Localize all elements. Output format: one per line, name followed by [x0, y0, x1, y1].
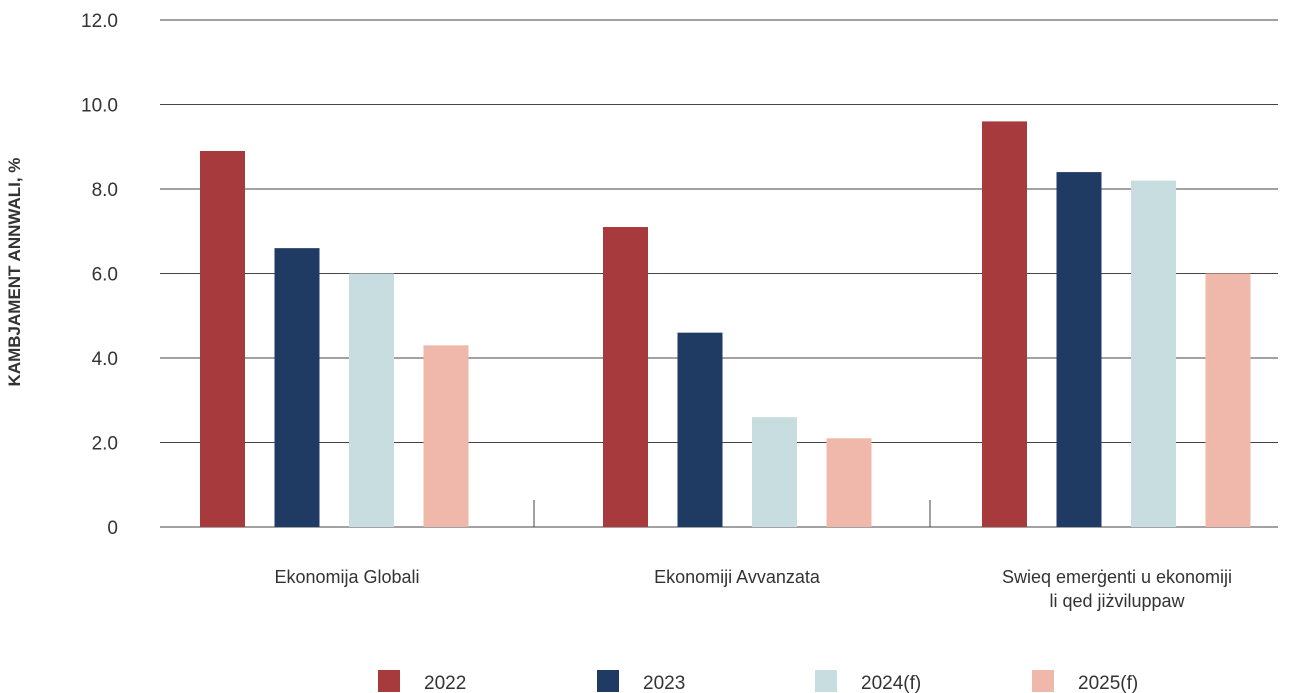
y-tick-label: 10.0: [81, 96, 118, 117]
bar-2022-2: [603, 227, 648, 527]
legend-swatch-2022: [378, 670, 400, 692]
y-tick-label: 8.0: [92, 180, 118, 201]
y-tick-labels: 0 2.0 4.0 6.0 8.0 10.0 12.0: [81, 11, 118, 539]
legend-swatch-2023: [597, 670, 619, 692]
y-tick-label: 4.0: [92, 349, 118, 370]
bar-2022-3: [982, 121, 1027, 528]
category-separators: [533, 500, 931, 527]
legend-swatch-2025(f): [1032, 670, 1054, 692]
bar-2025(f)-3: [1205, 273, 1251, 527]
bar-2022-1: [200, 150, 245, 527]
legend-label: 2022: [424, 673, 466, 693]
category-label: Swieq emerġenti u ekonomiji: [1002, 567, 1232, 587]
y-tick-label: 2.0: [92, 434, 118, 455]
category-label: Ekonomija Globali: [274, 567, 419, 587]
bar-2025(f)-1: [423, 345, 469, 527]
legend-swatch-2024(f): [815, 670, 837, 692]
y-axis-label: KAMBJAMENT ANNWALI, %: [5, 158, 24, 387]
category-label: Ekonomiji Avvanzata: [654, 567, 821, 587]
legend: 2022 2023 2024(f) 2025(f): [378, 670, 1138, 693]
legend-label: 2025(f): [1078, 673, 1138, 693]
y-tick-label: 0: [107, 518, 118, 539]
bar-2024(f)-3: [1131, 180, 1176, 528]
category-labels: Ekonomija Globali Ekonomiji Avvanzata Swie…: [274, 567, 1232, 611]
category-label: li qed jiżviluppaw: [1049, 591, 1185, 611]
bar-2024(f)-2: [752, 417, 797, 527]
bar-2024(f)-1: [349, 273, 394, 527]
legend-label: 2023: [643, 673, 685, 693]
bar-2023-3: [1056, 172, 1102, 527]
bar-2023-2: [677, 332, 723, 527]
y-tick-label: 6.0: [92, 265, 118, 286]
bar-2023-1: [274, 248, 320, 527]
bar-2025(f)-2: [826, 438, 872, 527]
legend-label: 2024(f): [861, 673, 921, 693]
y-tick-label: 12.0: [81, 11, 118, 32]
bars: [200, 121, 1251, 528]
